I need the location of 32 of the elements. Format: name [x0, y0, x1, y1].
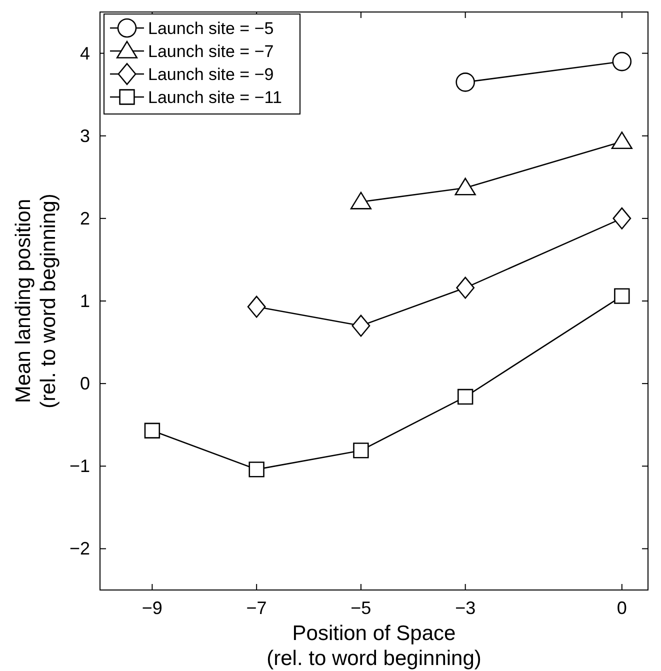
y-tick-label: −1 — [69, 456, 90, 476]
legend-label: Launch site = −11 — [148, 88, 282, 107]
y-tick-label: 1 — [80, 291, 90, 311]
y-tick-label: −2 — [69, 538, 90, 559]
point — [456, 276, 475, 299]
x-axis-title: Position of Space (rel. to word beginning) — [266, 622, 482, 670]
legend-label: Launch site = −7 — [148, 42, 274, 61]
x-tick-label: −7 — [246, 598, 267, 618]
y-tick-label: 3 — [80, 126, 90, 146]
y-tick-label: 0 — [80, 374, 90, 394]
point — [144, 422, 160, 438]
point — [614, 288, 630, 304]
x-tick-label: −3 — [455, 598, 476, 618]
point — [612, 52, 632, 72]
x-tick-label: 0 — [616, 598, 627, 618]
x-tick-label: −5 — [350, 598, 372, 618]
point — [248, 462, 264, 478]
y-tick-label: 2 — [80, 208, 90, 228]
point — [454, 178, 476, 196]
point — [350, 192, 372, 210]
y-tick-label: 4 — [80, 43, 90, 64]
x-tick-label: −9 — [142, 598, 162, 618]
legend-label: Launch site = −5 — [148, 19, 274, 38]
point — [456, 72, 475, 92]
point — [457, 388, 474, 405]
point — [247, 296, 266, 318]
point — [611, 132, 632, 150]
point — [353, 442, 369, 458]
point — [612, 207, 632, 230]
legend-label: Launch site = −9 — [148, 65, 274, 84]
y-axis-title: Mean landing position (rel. to word beginning) — [12, 194, 60, 408]
point — [352, 314, 370, 337]
